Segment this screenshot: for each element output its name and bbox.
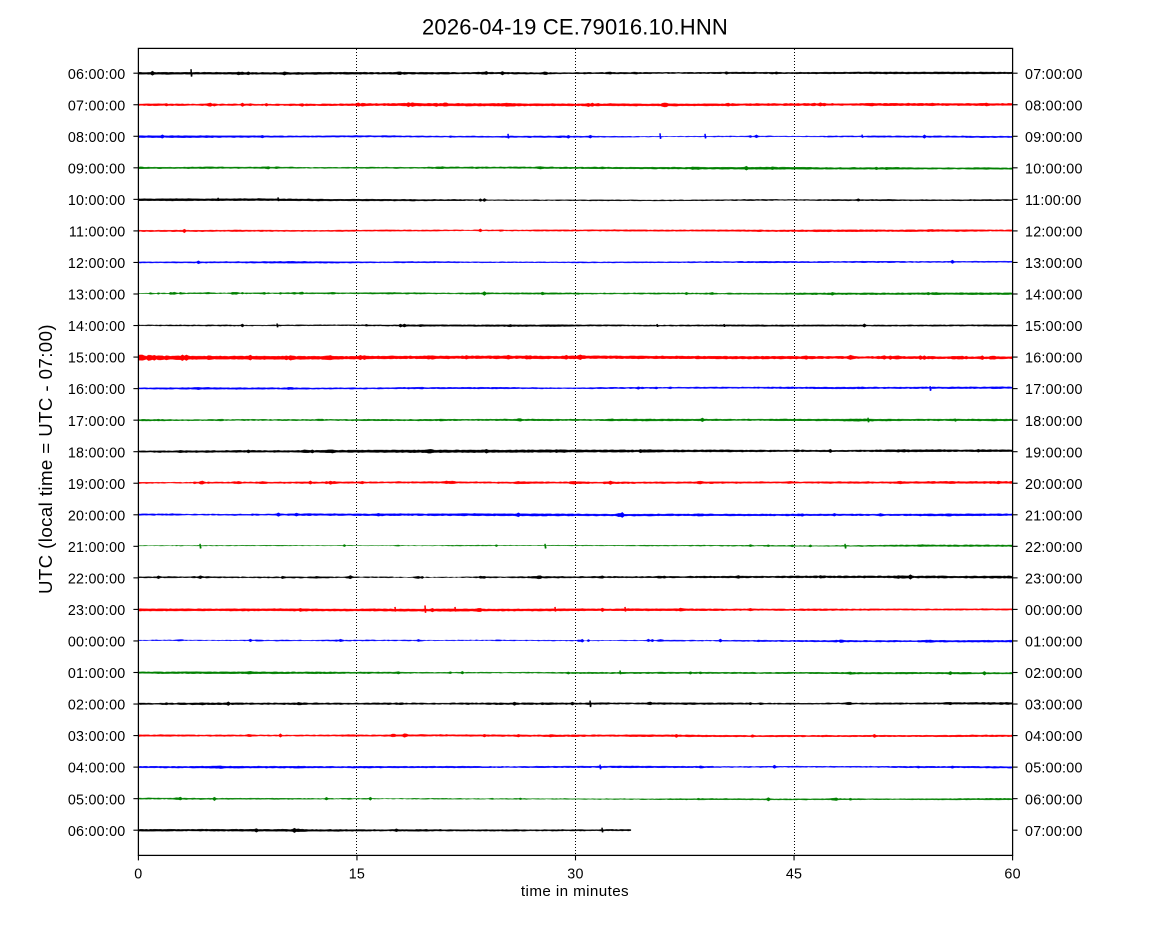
svg-text:19:00:00: 19:00:00 bbox=[1025, 445, 1083, 461]
svg-text:20:00:00: 20:00:00 bbox=[68, 508, 126, 524]
svg-text:13:00:00: 13:00:00 bbox=[1025, 256, 1083, 272]
svg-text:45: 45 bbox=[786, 867, 802, 883]
svg-text:21:00:00: 21:00:00 bbox=[68, 540, 126, 556]
svg-text:06:00:00: 06:00:00 bbox=[1025, 792, 1083, 808]
svg-text:15: 15 bbox=[349, 867, 365, 883]
svg-text:11:00:00: 11:00:00 bbox=[69, 225, 126, 241]
svg-text:03:00:00: 03:00:00 bbox=[68, 729, 126, 745]
svg-text:08:00:00: 08:00:00 bbox=[68, 130, 126, 146]
svg-text:60: 60 bbox=[1004, 867, 1020, 883]
svg-text:07:00:00: 07:00:00 bbox=[68, 98, 126, 114]
svg-text:05:00:00: 05:00:00 bbox=[68, 792, 126, 808]
svg-text:UTC (local time = UTC - 07:00): UTC (local time = UTC - 07:00) bbox=[35, 324, 56, 594]
svg-text:23:00:00: 23:00:00 bbox=[68, 603, 126, 619]
svg-text:15:00:00: 15:00:00 bbox=[68, 351, 126, 367]
svg-text:08:00:00: 08:00:00 bbox=[1025, 98, 1083, 114]
svg-text:15:00:00: 15:00:00 bbox=[1025, 319, 1083, 335]
svg-text:30: 30 bbox=[567, 867, 583, 883]
svg-text:07:00:00: 07:00:00 bbox=[1025, 67, 1083, 83]
svg-text:14:00:00: 14:00:00 bbox=[1025, 288, 1083, 304]
svg-text:00:00:00: 00:00:00 bbox=[68, 635, 126, 651]
svg-text:18:00:00: 18:00:00 bbox=[1025, 414, 1083, 430]
svg-text:22:00:00: 22:00:00 bbox=[1025, 540, 1083, 556]
svg-text:17:00:00: 17:00:00 bbox=[68, 414, 126, 430]
svg-text:21:00:00: 21:00:00 bbox=[1025, 508, 1083, 524]
svg-text:time in minutes: time in minutes bbox=[521, 883, 629, 900]
svg-text:04:00:00: 04:00:00 bbox=[68, 761, 126, 777]
svg-text:17:00:00: 17:00:00 bbox=[1025, 382, 1083, 398]
svg-text:02:00:00: 02:00:00 bbox=[1025, 666, 1083, 682]
svg-text:13:00:00: 13:00:00 bbox=[68, 288, 126, 304]
svg-text:20:00:00: 20:00:00 bbox=[1025, 477, 1083, 493]
svg-text:0: 0 bbox=[134, 867, 142, 883]
svg-text:04:00:00: 04:00:00 bbox=[1025, 729, 1083, 745]
svg-text:11:00:00: 11:00:00 bbox=[1025, 193, 1082, 209]
svg-text:22:00:00: 22:00:00 bbox=[68, 571, 126, 587]
svg-text:14:00:00: 14:00:00 bbox=[68, 319, 126, 335]
svg-text:16:00:00: 16:00:00 bbox=[1025, 351, 1083, 367]
svg-text:2026-04-19 CE.79016.10.HNN: 2026-04-19 CE.79016.10.HNN bbox=[422, 15, 728, 40]
svg-text:01:00:00: 01:00:00 bbox=[1025, 635, 1083, 651]
svg-text:18:00:00: 18:00:00 bbox=[68, 445, 126, 461]
svg-text:03:00:00: 03:00:00 bbox=[1025, 698, 1083, 714]
svg-text:12:00:00: 12:00:00 bbox=[68, 256, 126, 272]
svg-text:00:00:00: 00:00:00 bbox=[1025, 603, 1083, 619]
svg-text:06:00:00: 06:00:00 bbox=[68, 67, 126, 83]
svg-text:09:00:00: 09:00:00 bbox=[68, 161, 126, 177]
svg-text:06:00:00: 06:00:00 bbox=[68, 824, 126, 840]
svg-text:10:00:00: 10:00:00 bbox=[1025, 161, 1083, 177]
svg-text:12:00:00: 12:00:00 bbox=[1025, 225, 1083, 241]
svg-text:02:00:00: 02:00:00 bbox=[68, 698, 126, 714]
svg-text:19:00:00: 19:00:00 bbox=[68, 477, 126, 493]
svg-text:07:00:00: 07:00:00 bbox=[1025, 824, 1083, 840]
svg-text:10:00:00: 10:00:00 bbox=[68, 193, 126, 209]
svg-text:05:00:00: 05:00:00 bbox=[1025, 761, 1083, 777]
svg-text:23:00:00: 23:00:00 bbox=[1025, 571, 1083, 587]
svg-text:16:00:00: 16:00:00 bbox=[68, 382, 126, 398]
svg-text:01:00:00: 01:00:00 bbox=[68, 666, 126, 682]
svg-text:09:00:00: 09:00:00 bbox=[1025, 130, 1083, 146]
